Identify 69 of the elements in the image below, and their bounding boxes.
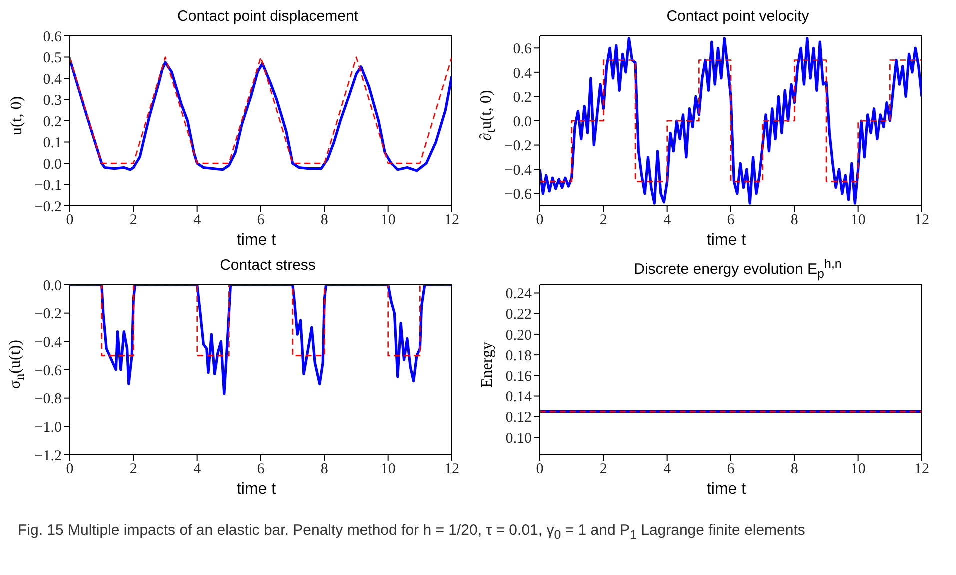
y-tick-label: 0.18: [506, 348, 532, 364]
y-tick-label: −0.1: [34, 178, 62, 194]
y-tick-label: −0.4: [34, 334, 62, 351]
x-tick-label: 0: [66, 462, 74, 478]
x-tick-label: 12: [914, 462, 930, 478]
chart-title: Contact point displacement: [176, 8, 360, 27]
y-tick-label: 0.10: [506, 430, 532, 447]
x-tick-label: 8: [320, 212, 328, 229]
y-tick-label: −0.2: [504, 138, 532, 155]
x-tick-label: 6: [727, 462, 736, 478]
x-tick-label: 4: [664, 212, 672, 229]
y-tick-label: 0.0: [513, 114, 532, 130]
x-tick-label: 6: [257, 212, 266, 229]
x-tick-label: 12: [444, 212, 460, 229]
x-tick-label: 6: [727, 212, 736, 229]
y-tick-label: 0.24: [506, 286, 532, 303]
y-tick-label: −0.8: [34, 392, 62, 408]
y-tick-label: −0.2: [34, 199, 62, 216]
y-tick-label: −0.6: [504, 187, 532, 204]
caption: Fig. 15 Multiple impacts of an elastic bar. Penalty method for h = 1/20, τ = 0.01, γ$_{0}$ = 1 and P$_{1}$ Lagrange finite elements: [17, 521, 806, 544]
y-tick-label: 0.16: [506, 368, 532, 385]
x-tick-label: 10: [850, 212, 866, 229]
y-tick-label: 0.3: [43, 93, 62, 110]
y-tick-label: 0.6: [43, 29, 62, 46]
x-axis-title: time t: [706, 481, 748, 499]
x-tick-label: 0: [536, 462, 544, 478]
y-tick-label: 0.1: [43, 136, 62, 152]
y-tick-label: 0.2: [43, 114, 62, 130]
x-tick-label: 4: [194, 462, 202, 478]
x-tick-label: 8: [790, 212, 798, 229]
x-tick-label: 10: [380, 212, 396, 229]
y-tick-label: 0.5: [43, 50, 62, 67]
y-tick-label: 0.4: [43, 72, 62, 88]
y-tick-label: −1.2: [34, 448, 62, 464]
y-tick-label: 0.4: [513, 66, 532, 82]
y-tick-label: −0.6: [34, 363, 62, 380]
x-tick-label: 12: [914, 212, 930, 229]
y-tick-label: 0.2: [513, 90, 532, 106]
x-tick-label: 10: [380, 462, 396, 478]
x-tick-label: 6: [257, 462, 266, 478]
x-tick-label: 2: [600, 462, 608, 478]
x-tick-label: 12: [444, 462, 460, 478]
y-tick-label: −1.0: [34, 420, 62, 436]
x-tick-label: 2: [130, 212, 138, 229]
x-tick-label: 8: [320, 462, 328, 478]
y-tick-label: 0.22: [506, 307, 532, 324]
x-tick-label: 8: [790, 462, 798, 478]
y-tick-label: 0.0: [43, 278, 62, 294]
x-tick-label: 2: [600, 212, 608, 229]
y-tick-label: 0.0: [43, 156, 62, 173]
y-tick-label: 0.14: [506, 390, 532, 406]
x-axis-title: time t: [706, 232, 748, 250]
x-tick-label: 0: [66, 212, 74, 229]
y-tick-label: −0.2: [34, 306, 62, 323]
y-axis-title: Energy: [479, 342, 497, 388]
y-axis-title: u(t, 0): [9, 96, 27, 136]
y-tick-label: 0.6: [513, 41, 532, 58]
x-tick-label: 2: [130, 462, 138, 478]
x-axis-title: time t: [236, 232, 278, 250]
x-tick-label: 10: [850, 462, 866, 478]
x-tick-label: 4: [194, 212, 202, 229]
x-tick-label: 0: [536, 212, 544, 229]
y-tick-label: 0.20: [506, 328, 532, 344]
chart-title: Contact stress: [219, 257, 317, 276]
chart-title: Contact point velocity: [666, 8, 810, 27]
x-tick-label: 4: [664, 462, 672, 478]
x-axis-title: time t: [236, 481, 278, 499]
y-tick-label: 0.12: [506, 410, 532, 426]
y-tick-label: −0.4: [504, 162, 532, 179]
